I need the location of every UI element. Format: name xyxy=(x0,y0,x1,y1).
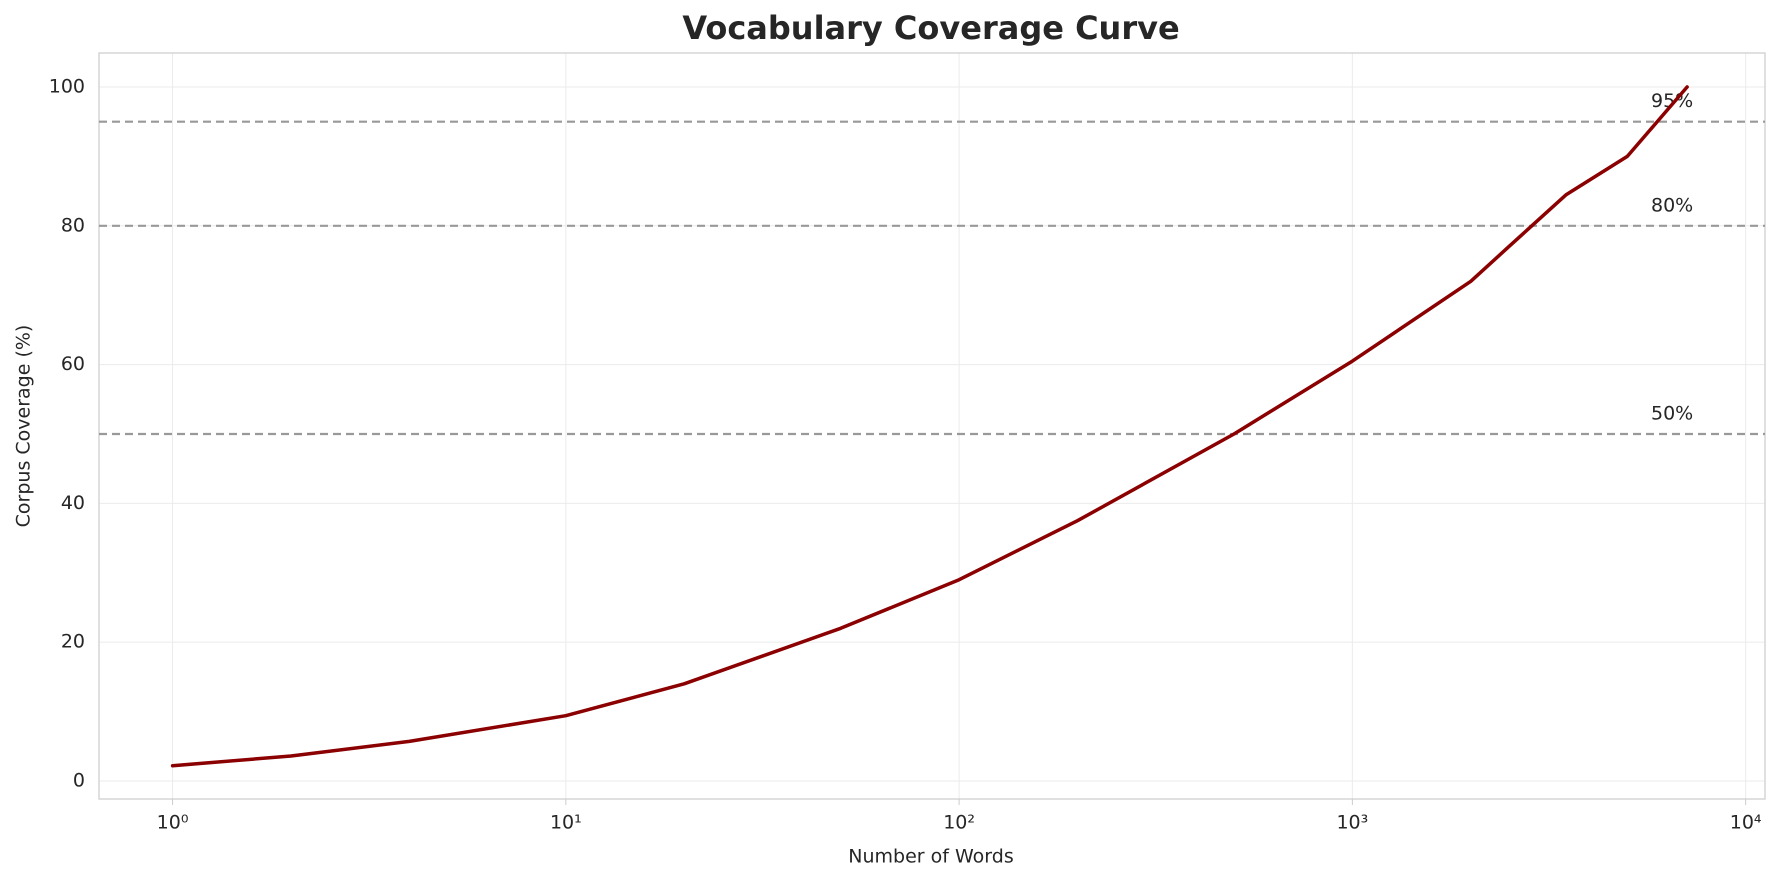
chart-title: Vocabulary Coverage Curve xyxy=(682,9,1179,47)
x-axis-label: Number of Words xyxy=(848,846,1013,868)
reference-label: 95% xyxy=(1651,90,1693,112)
reference-label: 80% xyxy=(1651,194,1693,216)
y-tick-label: 80 xyxy=(61,214,85,236)
y-tick-label: 0 xyxy=(73,769,85,791)
x-tick-label: 10⁰ xyxy=(157,812,189,834)
x-tick-label: 10⁴ xyxy=(1730,812,1762,834)
x-tick-label: 10² xyxy=(943,812,975,834)
y-tick-label: 60 xyxy=(61,353,85,375)
plot-frame xyxy=(98,52,1766,800)
coverage-line xyxy=(170,85,1689,768)
y-tick-label: 40 xyxy=(61,492,85,514)
x-tick-label: 10¹ xyxy=(550,812,582,834)
y-axis-label: Corpus Coverage (%) xyxy=(13,325,35,528)
x-tick-label: 10³ xyxy=(1336,812,1368,834)
reference-label: 50% xyxy=(1651,402,1693,424)
y-tick-label: 100 xyxy=(49,76,85,98)
y-tick-label: 20 xyxy=(61,631,85,653)
